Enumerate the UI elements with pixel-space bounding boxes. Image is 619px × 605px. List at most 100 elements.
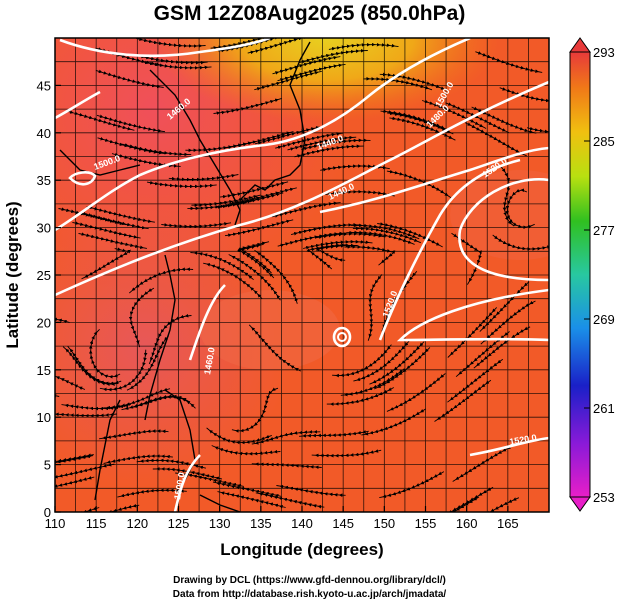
y-tick-label: 0 xyxy=(44,505,51,520)
x-tick-label: 110 xyxy=(45,516,66,531)
streamline xyxy=(251,462,322,470)
streamline xyxy=(290,223,361,236)
streamline xyxy=(228,254,281,301)
contour-label: 1520.0 xyxy=(509,432,538,447)
x-tick-label: 125 xyxy=(168,516,190,531)
streamline xyxy=(497,163,515,227)
streamline xyxy=(363,77,433,91)
y-tick-label: 20 xyxy=(37,315,51,330)
streamline xyxy=(325,189,395,197)
streamline xyxy=(434,379,492,422)
streamline xyxy=(74,503,140,512)
streamline xyxy=(217,491,286,509)
streamline xyxy=(55,311,70,324)
x-tick-label: 120 xyxy=(126,516,148,531)
streamline xyxy=(451,232,482,285)
streamline xyxy=(473,326,531,369)
contour-label: 1500.0 xyxy=(172,471,187,500)
streamline xyxy=(97,136,166,155)
streamline xyxy=(452,445,514,482)
y-tick-label: 45 xyxy=(37,78,51,93)
y-axis: 0 5 10 15 20 25 30 35 40 45 xyxy=(37,78,61,520)
streamline xyxy=(168,173,239,182)
streamline xyxy=(276,484,346,498)
x-tick-label: 145 xyxy=(332,516,354,531)
streamline xyxy=(219,181,289,199)
y-tick-label: 25 xyxy=(37,268,51,283)
x-tick-label: 155 xyxy=(415,516,437,531)
colorbar: 293 285 277 269 261 253 xyxy=(569,37,615,512)
streamline xyxy=(148,313,192,365)
y-tick-label: 35 xyxy=(37,173,51,188)
streamline xyxy=(81,247,131,280)
credit-drawing: Drawing by DCL (https://www.gfd-dennou.o… xyxy=(173,575,446,586)
streamline xyxy=(311,449,382,458)
streamline xyxy=(272,55,341,75)
streamline xyxy=(55,462,115,480)
streamline xyxy=(128,287,155,348)
streamline xyxy=(55,454,94,468)
streamline xyxy=(55,476,95,492)
streamline xyxy=(302,239,373,250)
x-axis-label: Longitude (degrees) xyxy=(220,540,383,559)
streamline xyxy=(492,234,549,251)
x-tick-label: 150 xyxy=(373,516,395,531)
streamline xyxy=(475,51,543,73)
colorbar-tick-label: 293 xyxy=(593,45,615,60)
temperature-field: 1440.0 1440.0 1520.0 1480.0 1500.0 1520.… xyxy=(55,38,549,512)
map-title: GSM 12Z08Aug2025 (850.0hPa) xyxy=(153,2,466,25)
streamline xyxy=(99,429,169,440)
y-tick-label: 40 xyxy=(37,126,51,141)
streamline xyxy=(224,219,294,237)
streamline xyxy=(328,42,399,51)
streamline xyxy=(55,382,60,398)
streamline xyxy=(55,506,100,512)
x-tick-label: 135 xyxy=(250,516,272,531)
streamline xyxy=(379,471,445,499)
y-axis-label: Latitude (degrees) xyxy=(3,201,22,348)
streamline xyxy=(386,373,446,412)
streamline xyxy=(294,144,364,158)
contours xyxy=(55,38,549,512)
colorbar-tick-label: 253 xyxy=(593,490,615,505)
x-tick-label: 165 xyxy=(497,516,519,531)
streamline xyxy=(103,454,173,464)
streamline xyxy=(435,486,494,512)
streamline xyxy=(103,387,171,410)
streamline xyxy=(247,38,312,55)
x-axis: 110 115 120 125 130 135 140 145 150 155 160 165 xyxy=(45,506,519,531)
streamline xyxy=(386,169,452,199)
colorbar-tick-label: 269 xyxy=(593,312,615,327)
streamline xyxy=(361,408,427,436)
colorbar-tick-label: 261 xyxy=(593,401,615,416)
streamline xyxy=(146,180,217,189)
x-tick-label: 115 xyxy=(86,516,107,531)
streamline xyxy=(211,445,281,456)
streamline xyxy=(248,324,302,372)
streamline xyxy=(464,122,527,157)
streamline xyxy=(353,340,410,382)
y-tick-label: 30 xyxy=(37,221,51,236)
streamline xyxy=(389,116,456,141)
streamline xyxy=(231,387,279,433)
streamline xyxy=(55,412,117,418)
streamline xyxy=(526,126,549,134)
y-tick-label: 5 xyxy=(44,458,51,473)
y-tick-label: 10 xyxy=(37,410,51,425)
streamline xyxy=(299,430,369,438)
streamline xyxy=(136,38,206,48)
streamline xyxy=(95,69,164,89)
colorbar-tick-label: 285 xyxy=(593,134,615,149)
colorbar-tick-label: 277 xyxy=(593,223,615,238)
streamline xyxy=(367,274,383,341)
x-tick-label: 130 xyxy=(209,516,231,531)
streamline xyxy=(271,201,341,218)
streamline xyxy=(351,223,420,240)
x-tick-label: 160 xyxy=(456,516,478,531)
graticule xyxy=(55,38,549,512)
x-tick-label: 140 xyxy=(291,516,313,531)
y-tick-label: 15 xyxy=(37,363,51,378)
streamline xyxy=(225,131,294,150)
streamline xyxy=(117,488,187,498)
